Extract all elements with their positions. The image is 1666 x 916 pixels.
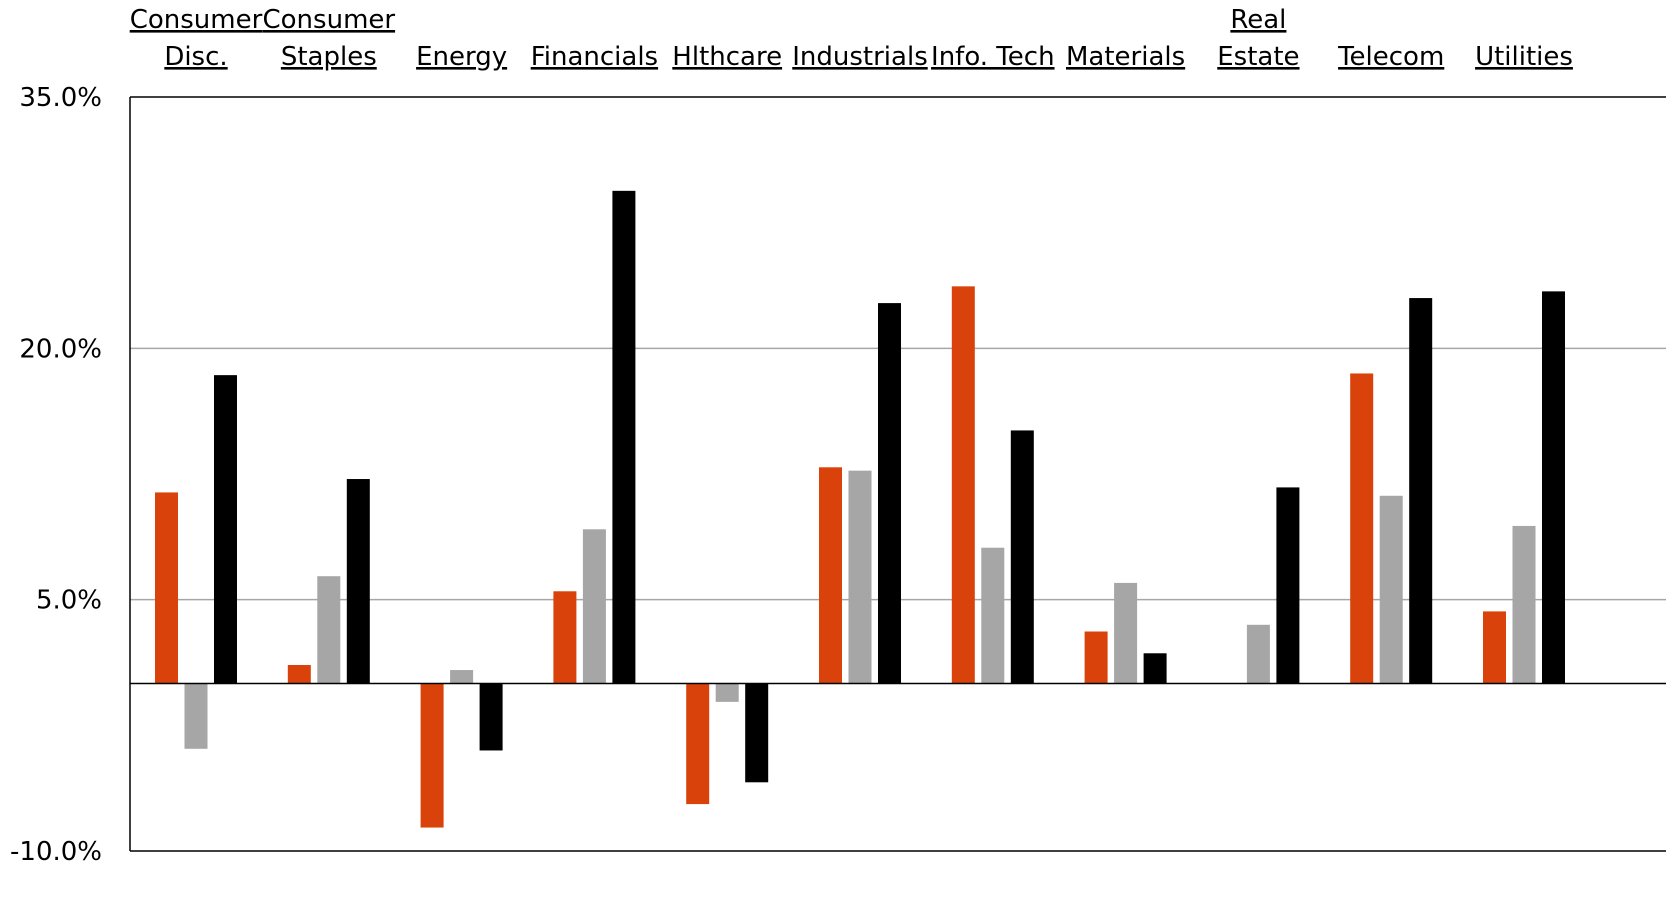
category-label: Industrials [792, 42, 927, 72]
category-label: Consumer Staples [263, 5, 396, 72]
y-tick-label: 35.0% [19, 83, 102, 113]
bar [1084, 631, 1108, 684]
bar [819, 467, 842, 684]
y-tick-label: -10.0% [10, 837, 102, 867]
bar [582, 529, 606, 684]
category-label: Telecom [1337, 42, 1444, 72]
bar [553, 591, 577, 684]
y-tick-label: 5.0% [36, 586, 102, 616]
bar [155, 492, 178, 684]
bar [848, 470, 872, 684]
bar [420, 683, 444, 828]
bar [346, 479, 370, 684]
category-label: Real Estate [1217, 5, 1299, 72]
bar [1379, 495, 1403, 684]
bar [479, 683, 503, 751]
bar [745, 683, 769, 783]
bar [1409, 298, 1433, 684]
category-label: Materials [1066, 42, 1185, 72]
bar [981, 547, 1005, 684]
bar [450, 670, 474, 684]
bar [1483, 611, 1506, 684]
bar [1143, 653, 1167, 684]
bar [686, 683, 710, 805]
category-label: Hlthcare [672, 42, 782, 72]
bar [1246, 624, 1270, 684]
bar [1512, 525, 1536, 684]
bar [612, 190, 636, 684]
y-tick-label: 20.0% [19, 334, 102, 364]
bar [1114, 582, 1138, 684]
bar [1350, 373, 1374, 684]
bar [715, 683, 739, 702]
bar [1010, 430, 1034, 684]
category-label: Energy [416, 42, 507, 72]
category-label: Utilities [1475, 42, 1573, 72]
bar [1276, 487, 1300, 684]
bar [214, 375, 237, 684]
category-label: Info. Tech [931, 42, 1055, 72]
bar [951, 286, 975, 684]
bar [1542, 291, 1565, 684]
bar [317, 576, 341, 684]
bar [287, 665, 311, 684]
category-label: Consumer Disc. [130, 5, 263, 72]
bar [184, 683, 208, 749]
bar [878, 303, 901, 684]
category-label: Financials [531, 42, 658, 72]
